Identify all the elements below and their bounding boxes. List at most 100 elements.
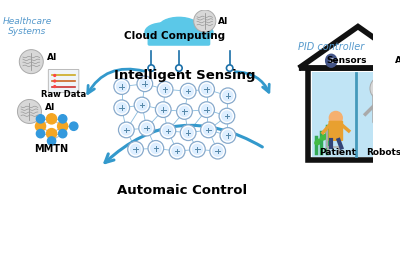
Text: AI: AI [45, 103, 56, 112]
Circle shape [151, 143, 161, 154]
FancyArrowPatch shape [235, 72, 269, 92]
Circle shape [203, 125, 214, 135]
Circle shape [169, 143, 185, 159]
Circle shape [46, 128, 57, 139]
Circle shape [137, 76, 153, 92]
Text: PID controller: PID controller [298, 42, 364, 52]
Text: Automaic Control: Automaic Control [117, 184, 247, 197]
FancyBboxPatch shape [326, 146, 341, 148]
Text: Cloud Computing: Cloud Computing [124, 31, 225, 41]
Circle shape [183, 86, 193, 96]
Circle shape [223, 91, 233, 101]
Circle shape [48, 137, 56, 145]
Circle shape [70, 122, 78, 130]
Ellipse shape [315, 139, 322, 145]
Circle shape [140, 79, 150, 89]
Text: Raw Data: Raw Data [41, 90, 86, 99]
FancyArrowPatch shape [105, 125, 262, 163]
Circle shape [163, 126, 173, 136]
Circle shape [134, 97, 150, 113]
Circle shape [180, 83, 196, 99]
Circle shape [179, 106, 190, 117]
Text: MMTN: MMTN [34, 144, 69, 154]
Ellipse shape [320, 135, 327, 140]
Circle shape [117, 82, 127, 92]
Ellipse shape [158, 17, 200, 39]
Circle shape [46, 114, 57, 124]
FancyBboxPatch shape [312, 72, 400, 157]
Text: Intelligent Sensing: Intelligent Sensing [114, 69, 255, 82]
Circle shape [220, 88, 236, 104]
Circle shape [36, 121, 46, 131]
Ellipse shape [148, 26, 195, 42]
Circle shape [148, 141, 164, 156]
Circle shape [58, 115, 67, 123]
Circle shape [118, 122, 134, 138]
Circle shape [223, 130, 233, 141]
Text: Robots: Robots [366, 149, 400, 157]
Circle shape [160, 84, 170, 94]
Text: AI: AI [47, 53, 57, 62]
Circle shape [220, 128, 236, 143]
Circle shape [190, 141, 205, 157]
Circle shape [194, 10, 216, 32]
FancyBboxPatch shape [148, 30, 210, 46]
Circle shape [54, 75, 56, 76]
Circle shape [157, 82, 173, 97]
FancyBboxPatch shape [308, 68, 400, 160]
Circle shape [202, 84, 212, 94]
Text: AI: AI [218, 17, 228, 26]
Text: Healthcare
Systems: Healthcare Systems [3, 17, 52, 36]
Circle shape [222, 111, 232, 121]
Circle shape [121, 125, 132, 135]
Circle shape [199, 82, 214, 97]
Circle shape [18, 100, 42, 124]
Circle shape [58, 121, 68, 131]
Text: Sensors: Sensors [327, 56, 367, 65]
Text: AI: AI [395, 56, 400, 65]
FancyArrowPatch shape [88, 69, 144, 93]
Ellipse shape [326, 54, 337, 67]
Circle shape [58, 130, 67, 138]
Circle shape [137, 100, 147, 110]
Circle shape [201, 122, 216, 138]
Ellipse shape [178, 23, 213, 42]
Circle shape [329, 111, 342, 124]
Circle shape [54, 86, 56, 87]
Circle shape [199, 102, 214, 117]
Circle shape [202, 104, 212, 115]
Circle shape [36, 115, 45, 123]
Circle shape [219, 108, 235, 124]
Circle shape [226, 65, 233, 71]
Circle shape [177, 104, 192, 119]
Circle shape [130, 144, 141, 154]
Text: Patient: Patient [319, 149, 356, 157]
Circle shape [54, 80, 56, 82]
Circle shape [172, 146, 182, 156]
Circle shape [176, 65, 182, 71]
Circle shape [114, 100, 130, 116]
FancyBboxPatch shape [373, 94, 391, 124]
Circle shape [192, 144, 202, 154]
Circle shape [370, 76, 394, 100]
Circle shape [210, 143, 226, 159]
Circle shape [183, 128, 193, 138]
Circle shape [114, 79, 130, 94]
FancyBboxPatch shape [48, 69, 79, 93]
Ellipse shape [326, 130, 333, 135]
Circle shape [128, 141, 144, 157]
Circle shape [19, 50, 43, 74]
FancyBboxPatch shape [328, 121, 343, 141]
Ellipse shape [163, 26, 210, 42]
Circle shape [36, 130, 45, 138]
Circle shape [158, 104, 168, 115]
Ellipse shape [145, 23, 180, 42]
Text: ⚙: ⚙ [328, 58, 334, 64]
Circle shape [148, 65, 154, 71]
Circle shape [139, 120, 154, 136]
Circle shape [142, 123, 152, 133]
Circle shape [213, 146, 223, 156]
FancyBboxPatch shape [376, 102, 388, 113]
Circle shape [156, 102, 171, 117]
Circle shape [180, 125, 196, 141]
